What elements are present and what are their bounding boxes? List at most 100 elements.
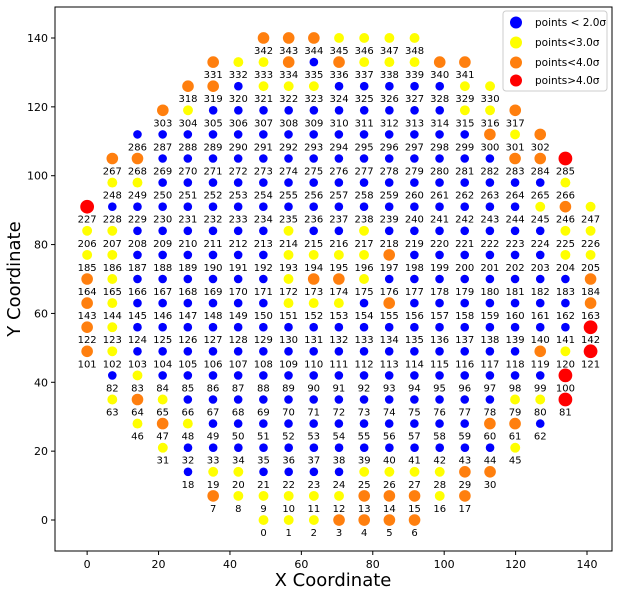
point-label-110: 110 [304,359,323,370]
data-point-61 [509,417,521,430]
data-point-252 [208,178,218,187]
data-point-296 [384,130,394,139]
point-label-218: 218 [380,239,399,250]
data-point-21 [259,467,268,477]
data-point-92 [359,371,369,380]
point-label-50: 50 [232,432,245,443]
point-label-137: 137 [455,335,474,346]
data-point-37 [309,443,319,453]
point-label-4: 4 [361,528,367,539]
point-label-192: 192 [254,263,273,274]
data-point-17 [459,490,471,502]
point-label-129: 129 [254,335,273,346]
point-label-284: 284 [531,166,550,177]
point-label-119: 119 [531,359,550,370]
data-point-64 [131,393,144,406]
data-point-10 [283,490,294,501]
data-point-224 [535,226,545,236]
data-point-79 [510,394,521,405]
point-label-116: 116 [455,359,474,370]
data-point-301 [510,129,521,140]
data-point-238 [359,202,369,211]
legend: points < 2.0σ points<3.0σ points<4.0σ po… [502,10,608,92]
data-point-203 [535,250,545,260]
point-label-114: 114 [405,359,424,370]
point-label-48: 48 [181,432,194,443]
point-label-196: 196 [354,263,373,274]
point-label-186: 186 [103,263,122,274]
data-point-269 [158,154,167,163]
point-label-274: 274 [279,166,298,177]
data-point-11 [308,490,319,501]
data-point-286 [133,130,142,139]
point-label-289: 289 [203,142,222,153]
data-point-6 [408,514,421,526]
point-label-30: 30 [484,480,497,491]
point-label-321: 321 [254,94,273,105]
point-label-13: 13 [358,504,371,515]
data-point-298 [435,130,444,139]
data-point-290 [233,130,243,139]
point-label-2: 2 [311,528,317,539]
point-label-241: 241 [430,215,449,226]
point-label-204: 204 [556,263,575,274]
point-label-7: 7 [210,504,216,515]
point-label-139: 139 [506,335,525,346]
data-point-291 [259,130,268,139]
data-point-344 [308,32,320,44]
data-point-192 [259,250,268,260]
data-point-258 [359,178,369,187]
data-point-285 [558,151,573,166]
point-label-153: 153 [329,311,348,322]
data-point-150 [259,298,268,308]
point-label-3: 3 [336,528,342,539]
point-label-90: 90 [307,383,320,394]
point-label-25: 25 [358,480,371,491]
data-point-86 [208,371,218,380]
point-label-210: 210 [178,239,197,250]
point-label-233: 233 [229,215,248,226]
point-label-104: 104 [153,359,172,370]
point-label-288: 288 [178,142,197,153]
point-label-51: 51 [257,432,270,443]
point-label-19: 19 [207,480,220,491]
data-point-303 [157,104,169,117]
point-label-299: 299 [455,142,474,153]
data-point-332 [233,57,244,68]
data-point-231 [183,202,193,211]
data-point-242 [460,202,470,211]
point-label-46: 46 [131,432,144,443]
data-point-46 [132,418,143,429]
point-label-67: 67 [207,408,220,419]
data-point-330 [485,81,496,92]
data-point-47 [156,417,169,430]
data-point-249 [132,177,143,188]
point-label-286: 286 [128,142,147,153]
data-point-126 [183,322,193,332]
point-label-160: 160 [506,311,525,322]
point-label-63: 63 [106,408,119,419]
point-label-156: 156 [405,311,424,322]
point-label-103: 103 [128,359,147,370]
data-point-343 [282,32,295,44]
data-point-19 [208,466,219,477]
data-point-101 [81,345,93,358]
data-point-293 [309,130,318,139]
data-point-337 [359,57,370,68]
point-label-151: 151 [279,311,298,322]
data-point-339 [409,57,420,68]
point-label-185: 185 [78,263,97,274]
data-point-341 [459,56,471,68]
data-point-188 [158,250,167,260]
data-point-310 [334,105,344,115]
data-point-342 [257,32,270,44]
data-point-229 [133,202,142,211]
data-point-236 [309,202,318,211]
point-label-226: 226 [581,239,600,250]
point-label-171: 171 [254,287,273,298]
x-tick-label-140: 140 [577,558,598,571]
point-label-108: 108 [254,359,273,370]
data-point-28 [434,466,445,477]
data-point-268 [131,152,144,165]
data-point-5 [383,514,396,526]
